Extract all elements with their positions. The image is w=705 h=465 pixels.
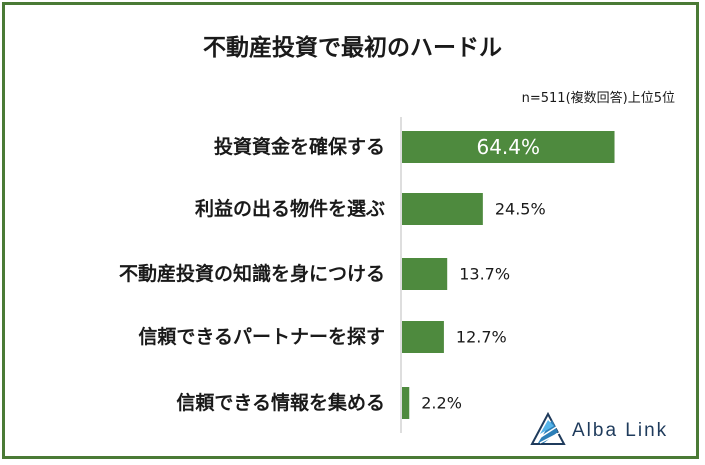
bar bbox=[402, 131, 615, 163]
triangle-logo-icon bbox=[530, 411, 566, 445]
bar bbox=[402, 258, 448, 290]
data-label: 2.2% bbox=[421, 394, 462, 413]
category-label: 信頼できる情報を集める bbox=[176, 391, 385, 414]
chart-frame bbox=[2, 2, 699, 459]
brand-logo: Alba Link bbox=[528, 410, 688, 448]
data-label: 12.7% bbox=[456, 328, 507, 347]
brand-name: Alba Link bbox=[572, 420, 669, 441]
bar bbox=[402, 387, 410, 419]
chart-title: 不動産投資で最初のハードル bbox=[203, 35, 502, 61]
category-label: 不動産投資の知識を身につける bbox=[119, 262, 385, 285]
category-label: 信頼できるパートナーを探す bbox=[138, 325, 385, 348]
bar bbox=[402, 193, 483, 225]
data-label: 64.4% bbox=[476, 135, 540, 159]
bar bbox=[402, 321, 444, 353]
data-label: 13.7% bbox=[459, 265, 510, 284]
category-label: 投資資金を確保する bbox=[214, 135, 385, 158]
data-label: 24.5% bbox=[495, 200, 546, 219]
sample-note: n=511(複数回答)上位5位 bbox=[521, 91, 675, 106]
category-label: 利益の出る物件を選ぶ bbox=[195, 197, 385, 220]
